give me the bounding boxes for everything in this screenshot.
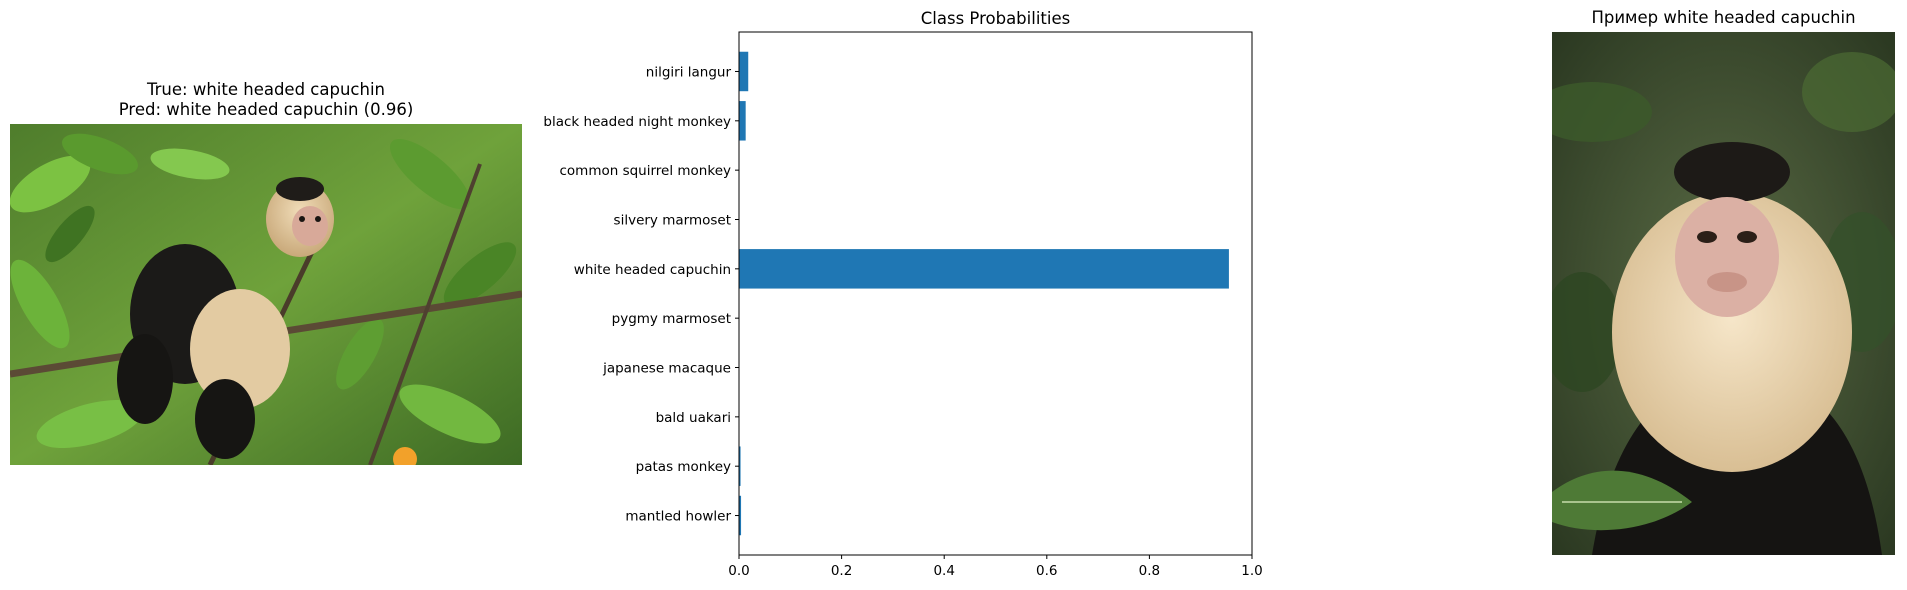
x-tick-label: 1.0 xyxy=(1241,563,1262,579)
x-tick-label: 0.0 xyxy=(728,563,749,579)
left-panel-title-line2: Pred: white headed capuchin (0.96) xyxy=(118,100,414,119)
chart-title: Class Probabilities xyxy=(921,9,1070,28)
axes-frame xyxy=(738,31,1253,556)
capuchin-portrait-illustration xyxy=(1552,32,1895,555)
y-tick-label: bald uakari xyxy=(656,410,731,426)
x-tick-label: 0.8 xyxy=(1139,563,1160,579)
bar-nilgiri-langur xyxy=(739,51,749,92)
y-tick-label: common squirrel monkey xyxy=(559,163,731,179)
capuchin-branch-photo xyxy=(10,124,522,465)
x-tick-label: 0.4 xyxy=(933,563,954,579)
left-panel-title-line1: True: white headed capuchin xyxy=(146,80,385,99)
bar-black-headed-night-monkey xyxy=(739,101,746,141)
right-panel-title: Пример white headed capuchin xyxy=(1591,8,1856,27)
capuchin-branch-illustration xyxy=(10,124,522,465)
y-tick-label: japanese macaque xyxy=(602,361,731,377)
y-tick-label: mantled howler xyxy=(625,509,731,525)
y-tick-label: white headed capuchin xyxy=(574,262,731,278)
x-ticks-group: 0.0 0.2 0.4 0.6 0.8 1.0 xyxy=(728,555,1263,579)
y-tick-label: nilgiri langur xyxy=(646,64,732,80)
y-tick-label: pygmy marmoset xyxy=(612,311,731,327)
y-tick-label: patas monkey xyxy=(636,459,731,475)
bar-mantled-howler xyxy=(739,495,742,536)
x-tick-label: 0.2 xyxy=(831,563,852,579)
y-tick-label: silvery marmoset xyxy=(614,212,731,228)
bar-patas-monkey xyxy=(739,446,741,486)
capuchin-portrait-photo xyxy=(1552,32,1895,555)
y-tick-label: black headed night monkey xyxy=(543,114,731,130)
y-ticks-group: nilgiri langur black headed night monkey c… xyxy=(543,64,739,525)
bars-group xyxy=(739,51,1229,536)
bar-white-headed-capuchin xyxy=(739,249,1229,289)
x-tick-label: 0.6 xyxy=(1036,563,1057,579)
